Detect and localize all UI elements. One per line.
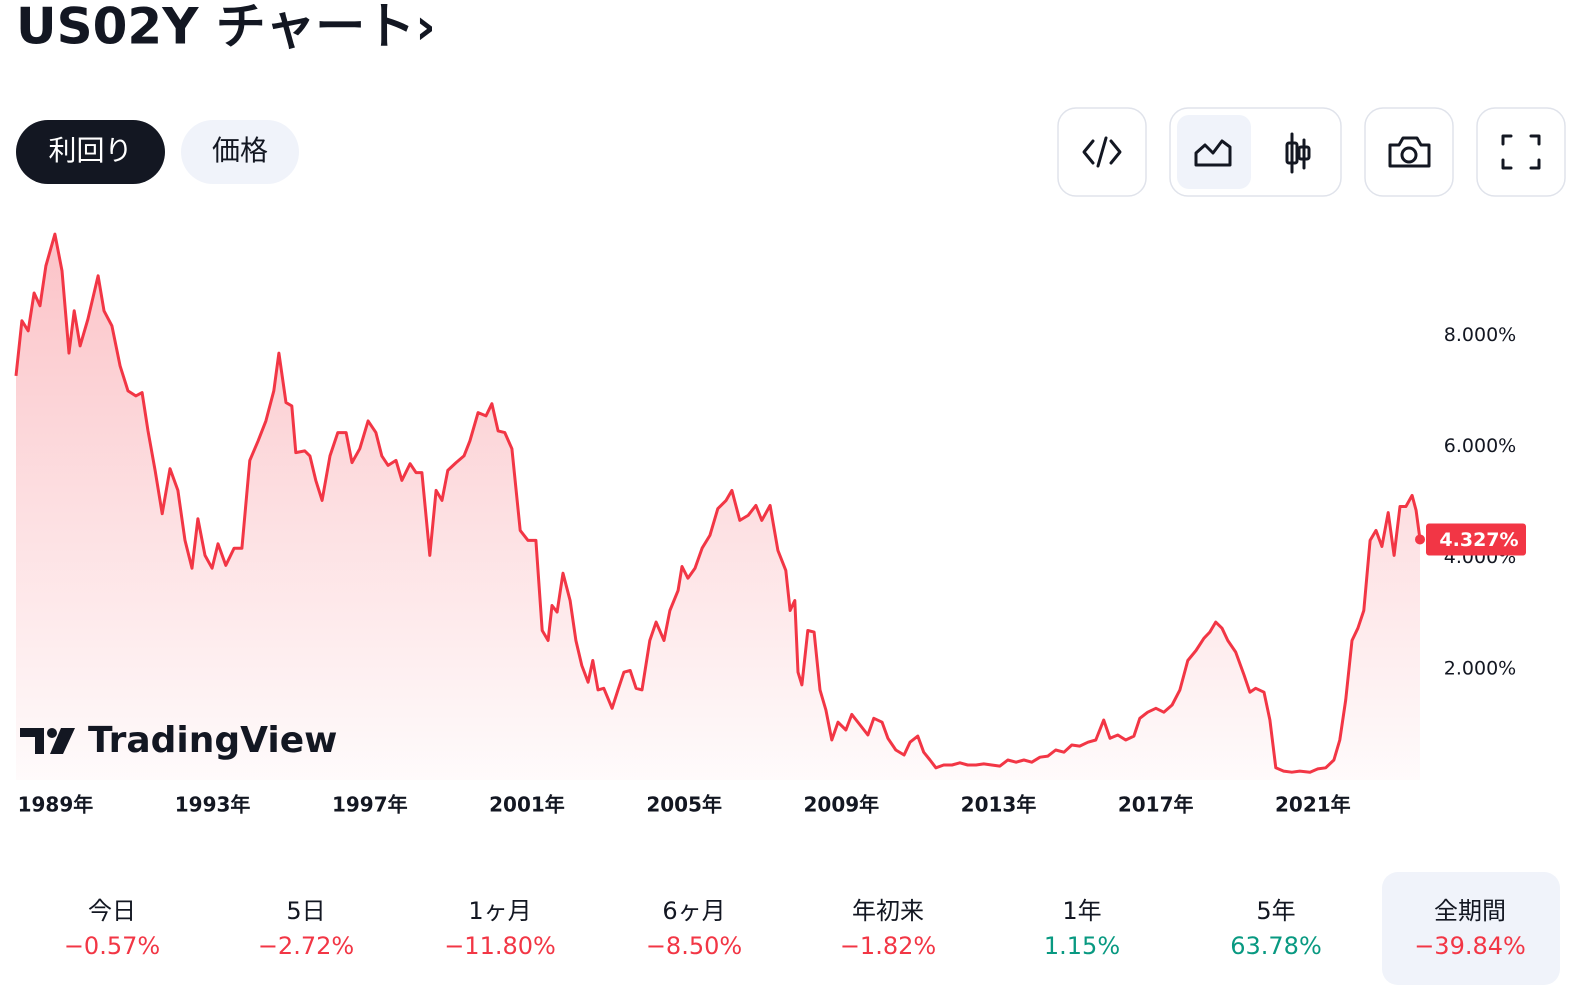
tab[interactable]: 利回り [16, 120, 165, 184]
candle-chart-button[interactable] [1285, 132, 1311, 174]
x-tick-label: 2017年 [1118, 793, 1194, 817]
logo-mark [50, 728, 75, 754]
period-bar: 今日 −0.57% 5日 −2.72% 1ヶ月 −11.80% 6ヶ月 −8.50% 年初来 −1… [64, 872, 1560, 985]
period-label: 全期間 [1434, 897, 1506, 925]
period-change: −0.57% [64, 932, 160, 960]
x-tick-label: 1997年 [332, 793, 408, 817]
last-price-badge [1426, 523, 1526, 556]
period-label: 6ヶ月 [662, 897, 725, 925]
period-cell[interactable]: 今日 −0.57% [64, 897, 160, 960]
period-cell[interactable]: 5年 63.78% [1230, 897, 1322, 960]
last-price-label: 4.327% [1439, 529, 1518, 551]
period-change: −1.82% [840, 932, 936, 960]
screenshot-button[interactable] [1364, 107, 1454, 197]
fullscreen-button[interactable] [1476, 107, 1566, 197]
tab-background [181, 120, 299, 184]
logo-mark [20, 728, 44, 754]
period-change: −8.50% [646, 932, 742, 960]
tab-group: 利回り 価格 [16, 120, 299, 184]
period-change: −11.80% [444, 932, 556, 960]
toolbar [1057, 107, 1566, 197]
period-label: 5年 [1256, 897, 1295, 925]
tab[interactable]: 価格 [181, 120, 299, 184]
period-label: 5日 [286, 897, 325, 925]
x-tick-label: 2005年 [646, 793, 722, 817]
last-price-dot [1415, 534, 1425, 545]
period-label: 年初来 [852, 897, 924, 925]
tab-label: 利回り [48, 134, 132, 167]
area-chart-button[interactable] [1177, 115, 1251, 189]
x-tick-label: 1989年 [18, 793, 94, 817]
embed-button[interactable] [1057, 107, 1147, 197]
period-label: 1年 [1062, 897, 1101, 925]
period-change: 1.15% [1044, 932, 1120, 960]
period-cell[interactable]: 1ヶ月 −11.80% [444, 897, 556, 960]
price-line [14, 232, 1422, 774]
y-tick-label: 8.000% [1444, 324, 1516, 346]
watermark: TradingView [20, 720, 337, 761]
x-tick-label: 2001年 [489, 793, 565, 817]
period-active-background [1382, 872, 1560, 985]
x-tick-label: 2013年 [961, 793, 1037, 817]
y-tick-label: 2.000% [1444, 657, 1516, 679]
tab-background [16, 120, 165, 184]
period-change: 63.78% [1230, 932, 1322, 960]
period-change: −39.84% [1414, 932, 1526, 960]
tab-label: 価格 [212, 134, 268, 167]
x-tick-label: 1993年 [175, 793, 251, 817]
period-cell[interactable]: 1年 1.15% [1044, 897, 1120, 960]
period-cell[interactable]: 年初来 −1.82% [840, 897, 936, 960]
x-tick-label: 2021年 [1275, 793, 1351, 817]
x-tick-label: 2009年 [803, 793, 879, 817]
chart-style-group [1169, 107, 1342, 197]
area-fill [16, 234, 1420, 781]
period-cell[interactable]: 全期間 −39.84% [1382, 872, 1560, 985]
watermark-text: TradingView [88, 720, 337, 761]
period-label: 1ヶ月 [468, 897, 531, 925]
period-label: 今日 [88, 897, 136, 925]
period-cell[interactable]: 5日 −2.72% [258, 897, 354, 960]
logo-mark [47, 728, 57, 738]
period-cell[interactable]: 6ヶ月 −8.50% [646, 897, 742, 960]
period-change: −2.72% [258, 932, 354, 960]
y-tick-label: 6.000% [1444, 435, 1516, 457]
page-title[interactable]: US02Y チャート› [16, 0, 436, 56]
plot-area: 2.000%4.000%6.000%8.000%1989年 1993年 1997年 2… [14, 232, 1526, 817]
